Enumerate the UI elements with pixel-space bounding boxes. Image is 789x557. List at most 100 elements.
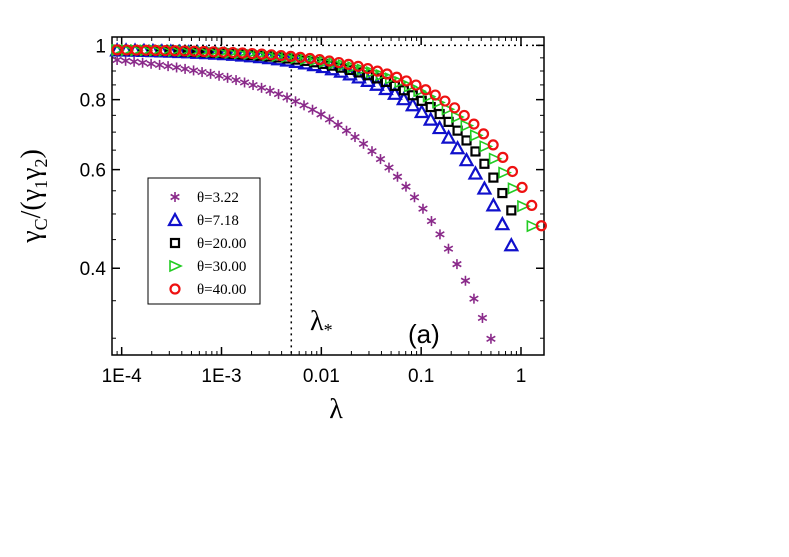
legend-item: θ=20.00 [169, 236, 246, 252]
data-point [224, 46, 239, 60]
data-point [205, 45, 220, 59]
data-point [137, 57, 148, 68]
x-tick-label: 1E-4 [102, 366, 143, 387]
data-point [488, 152, 503, 165]
data-point [163, 61, 173, 72]
y-tick-label: 0.8 [80, 91, 106, 112]
data-point [516, 181, 528, 194]
data-point [409, 192, 420, 203]
data-point [498, 166, 512, 179]
data-point [171, 62, 182, 73]
asterisk-stroke [299, 102, 309, 109]
y-tick-label: 0.4 [80, 259, 107, 280]
data-point [265, 85, 275, 96]
asterisk-stroke [197, 68, 207, 76]
legend-item: θ=3.22 [170, 190, 239, 206]
data-point [410, 79, 422, 91]
asterisk-stroke [290, 98, 301, 105]
data-point [435, 229, 445, 240]
data-point [479, 140, 494, 153]
asterisk-stroke [469, 295, 479, 302]
data-point [333, 119, 343, 130]
asterisk-stroke [163, 62, 173, 70]
lambda-star-main: λ [310, 306, 324, 337]
data-point [112, 54, 122, 65]
asterisk-stroke [214, 72, 224, 79]
data-point [458, 151, 475, 167]
asterisk-stroke [120, 57, 131, 65]
asterisk-stroke [350, 133, 360, 141]
legend-item: θ=30.00 [169, 259, 246, 275]
asterisk-stroke [231, 76, 241, 84]
data-point [503, 236, 520, 252]
asterisk-stroke [452, 260, 462, 268]
data-point [358, 138, 369, 149]
asterisk-stroke [170, 193, 180, 201]
data-point [477, 312, 488, 323]
data-point [233, 47, 248, 60]
legend-marker [169, 283, 181, 295]
asterisk-stroke [443, 245, 454, 252]
legend-marker [169, 237, 181, 249]
asterisk-stroke [205, 70, 216, 78]
series-1 [112, 54, 496, 344]
y-title-gamma2: γ [16, 168, 47, 181]
asterisk-stroke [256, 84, 267, 92]
data-point [432, 96, 446, 109]
y-tick-label: 1 [95, 36, 106, 57]
data-point [420, 84, 432, 96]
asterisk-stroke [265, 87, 275, 95]
asterisk-stroke [239, 79, 250, 86]
legend-marker [167, 211, 183, 227]
legend-label: θ=3.22 [197, 190, 239, 206]
asterisk-stroke [341, 127, 352, 134]
legend-item: θ=7.18 [167, 211, 239, 229]
data-point [439, 95, 451, 107]
data-point [468, 118, 480, 130]
x-tick-label: 0.1 [408, 366, 434, 387]
data-point [469, 293, 479, 304]
asterisk-stroke [367, 147, 377, 155]
y-title-sub-1: 1 [31, 180, 51, 189]
y-tick-label: 0.6 [80, 161, 106, 182]
data-point [299, 100, 309, 111]
data-point [517, 199, 531, 213]
data-point [451, 110, 465, 124]
data-point [154, 59, 165, 70]
asterisk-stroke [282, 94, 292, 101]
asterisk-stroke [180, 65, 190, 73]
asterisk-stroke [129, 58, 139, 65]
asterisk-stroke [418, 205, 428, 212]
data-point [362, 62, 374, 75]
data-point [391, 71, 403, 83]
data-point [418, 203, 428, 214]
data-point [461, 135, 472, 146]
data-point [422, 111, 439, 126]
data-point [196, 45, 210, 58]
asterisk-stroke [222, 74, 233, 82]
data-point [477, 128, 490, 140]
data-point [404, 96, 421, 112]
data-point [497, 187, 508, 199]
legend-marker [169, 259, 183, 273]
asterisk-stroke [333, 121, 343, 129]
x-tick-label: 1 [516, 366, 527, 387]
data-point [386, 85, 403, 100]
data-point [205, 68, 216, 79]
data-point [371, 65, 384, 77]
data-point [486, 333, 496, 344]
lambda-star-sub: * [324, 320, 333, 340]
data-point [431, 119, 448, 135]
legend-label: θ=40.00 [197, 282, 246, 298]
data-point [452, 125, 463, 136]
data-point [460, 119, 475, 132]
plot-frame [111, 36, 545, 356]
data-point [256, 82, 267, 93]
data-point [352, 60, 364, 72]
data-point [469, 129, 484, 142]
asterisk-stroke [316, 111, 326, 118]
y-title-open: /( [16, 201, 47, 218]
data-point [367, 146, 377, 157]
y-title-close: ) [16, 149, 47, 158]
asterisk-stroke [486, 335, 496, 342]
